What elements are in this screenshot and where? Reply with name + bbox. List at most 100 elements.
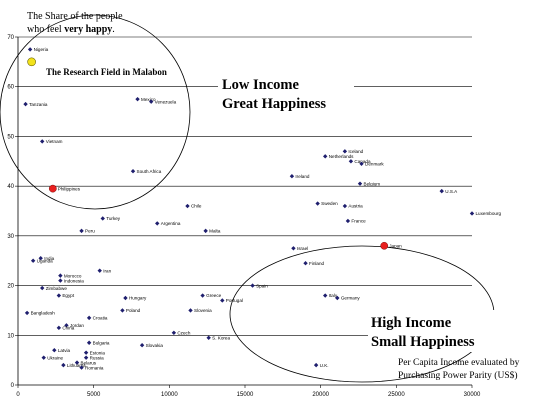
- point-label-china: China: [62, 326, 74, 331]
- point-label-morocco: Morocco: [64, 273, 82, 278]
- point-denmark: [359, 161, 364, 166]
- research-field-label: The Research Field in Malabon: [46, 67, 167, 77]
- point-egypt: [56, 293, 62, 298]
- point-label-chile: Chile: [191, 204, 202, 209]
- x-tick-label-25000: 25000: [388, 392, 405, 398]
- low-income-callout-bg: [218, 72, 354, 114]
- point-label-belarus: Belarus: [81, 360, 97, 365]
- y-tick-label-30: 30: [7, 234, 14, 240]
- point-label-finland: Finland: [309, 261, 325, 266]
- point-label-tanzania: Tanzania: [29, 102, 48, 107]
- point-label-japan: Japan: [389, 244, 402, 249]
- point-u-k: [313, 362, 319, 368]
- point-china: [56, 325, 62, 331]
- point-label-mexico: Mexico: [141, 97, 156, 102]
- point-label-uganda: Uganda: [37, 258, 54, 263]
- point-iran: [97, 268, 102, 273]
- high-income-callout-line-2: Small Happiness: [371, 334, 475, 350]
- point-label-venezuela: Venezuela: [155, 99, 177, 104]
- point-label-ireland: Ireland: [295, 174, 309, 179]
- point-czech: [171, 330, 177, 335]
- point-iceland: [342, 149, 348, 154]
- high-income-callout-bg: [368, 310, 500, 352]
- point-morocco: [58, 273, 63, 278]
- x-tick-label-0: 0: [16, 392, 20, 398]
- point-label-estonia: Estonia: [90, 350, 106, 355]
- point-label-argentina: Argentina: [161, 221, 181, 226]
- point-malta: [203, 228, 208, 234]
- point-label-lithuania: Lithuania: [67, 363, 86, 368]
- x-tick-label-30000: 30000: [464, 392, 481, 398]
- point-finland: [303, 261, 308, 266]
- x-axis-title-line-1: Per Capita Income evaluated by: [398, 358, 520, 368]
- point-label-turkey: Turkey: [106, 216, 121, 221]
- point-label-germany: Germany: [341, 296, 361, 301]
- point-germany: [335, 295, 340, 301]
- point-label-iceland: Iceland: [348, 149, 363, 154]
- y-tick-label-70: 70: [7, 35, 14, 41]
- point-vietnam: [40, 139, 45, 144]
- point-argentina: [155, 221, 160, 226]
- point-tanzania: [23, 101, 28, 107]
- point-label-israel: Israel: [297, 246, 308, 251]
- axes: [15, 36, 473, 388]
- point-label-portugal: Portugal: [226, 298, 243, 303]
- point-japan: [380, 241, 389, 250]
- point-netherlands: [323, 154, 328, 159]
- point-s-korea: [206, 335, 211, 340]
- point-label-u-s-a: U.S.A: [445, 189, 458, 194]
- point-label-poland: Poland: [126, 308, 141, 313]
- point-slovenia: [188, 308, 193, 313]
- point-label-india: India: [44, 256, 54, 261]
- point-sweden: [315, 201, 320, 206]
- point-bulgaria: [86, 340, 92, 345]
- tick-labels: 0 10 20 30 40 50 60 70 0 5000 10000 15000 20000 25000…: [7, 35, 481, 398]
- point-label-s-korea: S. Korea: [212, 335, 230, 340]
- point-label-belgium: Belgium: [364, 181, 381, 186]
- point-label-indonesia: Indonesia: [64, 278, 84, 283]
- x-tick-label-15000: 15000: [237, 392, 254, 398]
- point-label-sweden: Sweden: [321, 201, 338, 206]
- point-bangladesh: [24, 310, 30, 316]
- point-label-italy: Italy: [329, 293, 338, 298]
- point-belgium: [357, 181, 363, 186]
- point-israel: [291, 246, 296, 251]
- point-label-slovenia: Slovenia: [194, 308, 212, 313]
- point-label-luxembourg: Luxembourg: [476, 211, 502, 216]
- point-label-denmark: Denmark: [365, 161, 384, 166]
- point-peru: [79, 228, 84, 234]
- data-points: Nigeria Tanzania Vietnam Mexico Venezuela Sou…: [23, 47, 501, 370]
- point-label-south-africa: South Africa: [137, 169, 162, 174]
- point-ukraine: [41, 355, 46, 360]
- point-label-romania: Romania: [85, 365, 104, 370]
- point-romania: [79, 365, 84, 370]
- point-poland: [120, 308, 125, 313]
- y-axis-title-line-1: The Share of the people: [27, 11, 123, 22]
- point-label-malta: Malta: [209, 229, 221, 234]
- point-label-nigeria: Nigeria: [34, 47, 49, 52]
- point-label-iran: Iran: [103, 268, 111, 273]
- point-luxembourg: [469, 211, 475, 216]
- point-chile: [185, 203, 190, 209]
- point-label-philippines: Philippines: [58, 186, 81, 191]
- x-axis-title-line-2: Purchasing Power Parity (US$): [398, 370, 518, 381]
- point-label-vietnam: Vietnam: [46, 139, 63, 144]
- point-label-ukraine: Ukraine: [47, 355, 63, 360]
- point-canada: [348, 159, 354, 164]
- x-tick-label-5000: 5000: [87, 392, 101, 398]
- point-hungary: [123, 295, 128, 301]
- point-label-bulgaria: Bulgaria: [93, 340, 110, 345]
- point-label-zimbabwe: Zimbabwe: [46, 286, 68, 291]
- point-philippines: [48, 184, 57, 193]
- point-italy: [323, 293, 328, 298]
- point-croatia: [86, 315, 92, 321]
- point-label-netherlands: Netherlands: [329, 154, 354, 159]
- point-slovakia: [139, 343, 145, 348]
- point-label-russia: Russia: [90, 355, 104, 360]
- y-tick-label-0: 0: [11, 383, 15, 389]
- x-tick-label-20000: 20000: [312, 392, 329, 398]
- y-tick-label-40: 40: [7, 184, 14, 190]
- point-zimbabwe: [40, 285, 45, 291]
- point-lithuania: [61, 362, 66, 368]
